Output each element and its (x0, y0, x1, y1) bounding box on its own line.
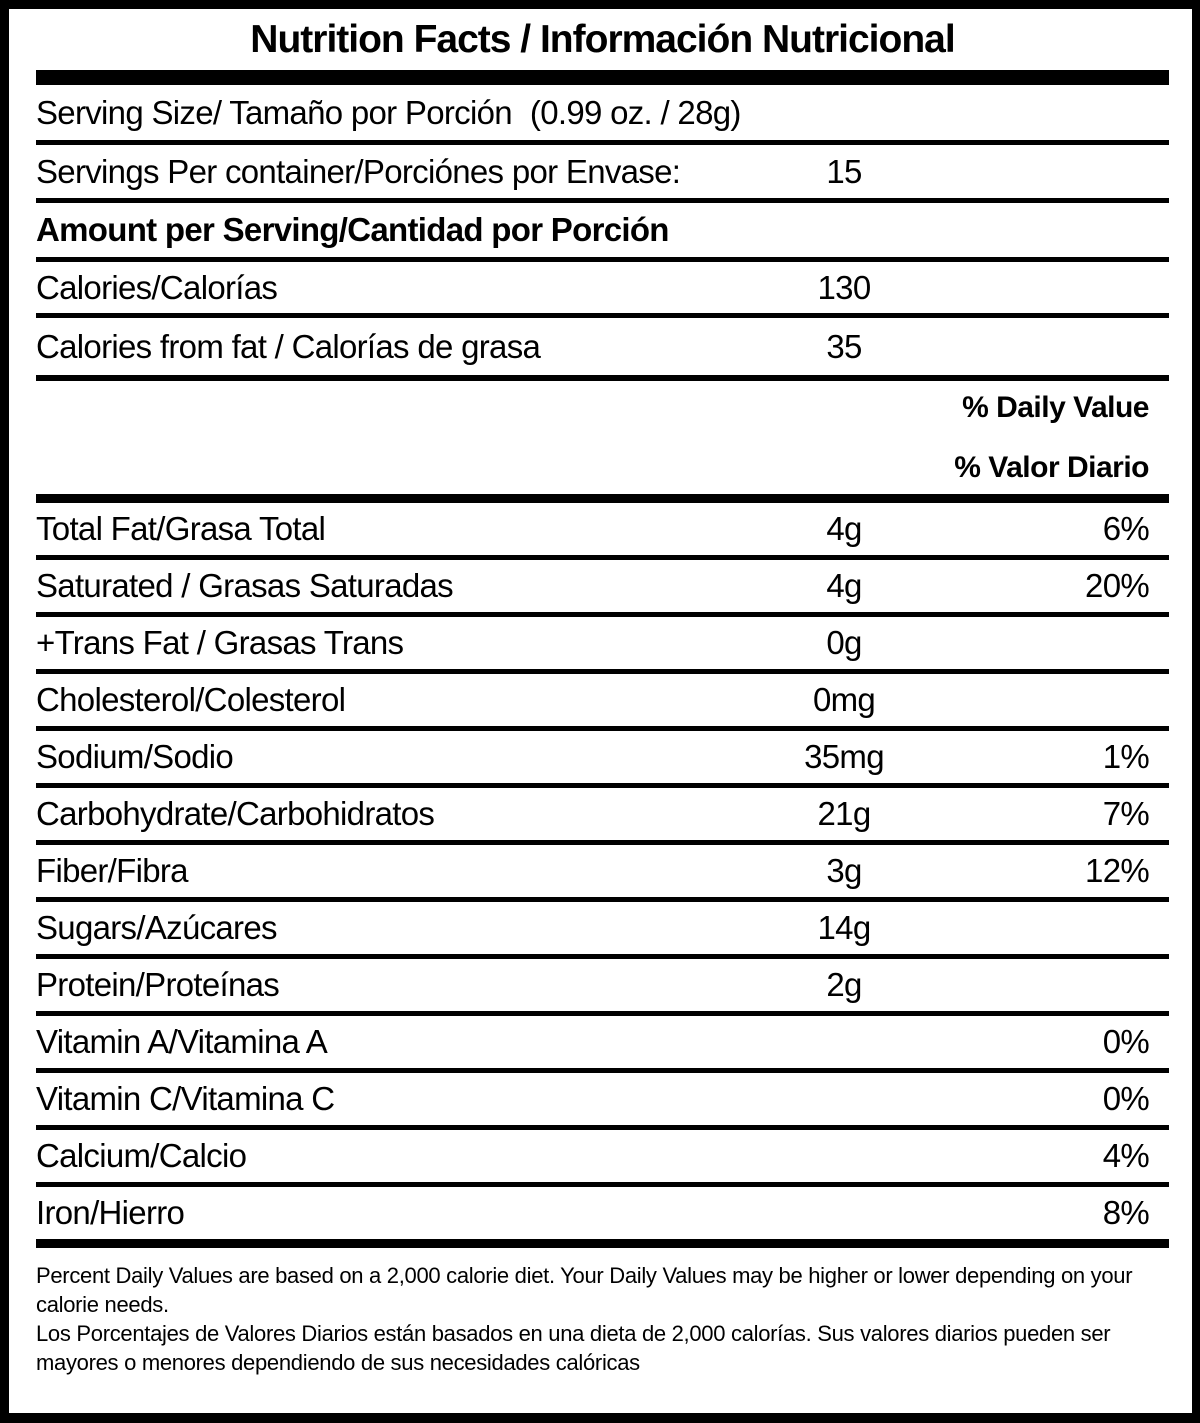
nutrient-row-total-fat: Total Fat/Grasa Total 4g 6% (36, 503, 1169, 560)
nutrient-dv: 7% (1102, 795, 1150, 832)
daily-value-header: % Daily Value % Valor Diario (36, 381, 1169, 503)
nutrient-amount: 0g (826, 624, 862, 661)
nutrient-amount: 2g (826, 966, 862, 1003)
nutrient-label: Total Fat/Grasa Total (36, 510, 326, 547)
nutrient-label: Calcium/Calcio (36, 1137, 247, 1174)
nutrient-label: Cholesterol/Colesterol (36, 681, 346, 718)
nutrient-amount: 4g (826, 510, 862, 547)
daily-value-footnote: Percent Daily Values are based on a 2,00… (36, 1248, 1169, 1413)
serving-size-value: (0.99 oz. / 28g) (529, 93, 741, 131)
footnote-english: Percent Daily Values are based on a 2,00… (36, 1263, 1133, 1317)
nutrient-label: Saturated / Grasas Saturadas (36, 567, 454, 604)
nutrient-row-trans-fat: +Trans Fat / Grasas Trans 0g (36, 617, 1169, 674)
calories-label: Calories/Calorías (36, 268, 278, 306)
servings-per-container-label: Servings Per container/Porciónes por Env… (36, 152, 681, 190)
servings-per-container-row: Servings Per container/Porciónes por Env… (36, 145, 1169, 203)
nutrient-label: Carbohydrate/Carbohidratos (36, 795, 435, 832)
nutrient-dv: 20% (1085, 567, 1150, 604)
calories-from-fat-row: Calories from fat / Calorías de grasa 35 (36, 318, 1169, 381)
footnote-spanish: Los Porcentajes de Valores Diarios están… (36, 1321, 1111, 1375)
nutrient-row-fiber: Fiber/Fibra 3g 12% (36, 845, 1169, 902)
calories-from-fat-value: 35 (826, 327, 862, 365)
nutrient-row-iron: Iron/Hierro 8% (36, 1187, 1169, 1248)
daily-value-header-en: % Daily Value (962, 390, 1149, 424)
nutrient-label: Vitamin A/Vitamina A (36, 1023, 328, 1060)
nutrient-row-cholesterol: Cholesterol/Colesterol 0mg (36, 674, 1169, 731)
calories-row: Calories/Calorías 130 (36, 262, 1169, 318)
nutrient-dv: 0% (1102, 1023, 1150, 1060)
nutrient-dv: 6% (1102, 510, 1150, 547)
nutrient-label: +Trans Fat / Grasas Trans (36, 624, 404, 661)
amount-per-serving-heading: Amount per Serving/Cantidad por Porción (36, 203, 1169, 262)
nutrient-label: Fiber/Fibra (36, 852, 189, 889)
amount-per-serving-label: Amount per Serving/Cantidad por Porción (36, 211, 669, 248)
nutrient-row-vitamin-c: Vitamin C/Vitamina C 0% (36, 1073, 1169, 1130)
serving-size-label: Serving Size/ Tamaño por Porción (36, 93, 513, 131)
nutrient-amount: 3g (826, 852, 862, 889)
nutrient-label: Iron/Hierro (36, 1194, 185, 1231)
calories-from-fat-label: Calories from fat / Calorías de grasa (36, 327, 541, 365)
nutrient-amount: 35mg (804, 738, 884, 775)
label-content: Nutrition Facts / Información Nutriciona… (36, 9, 1169, 1413)
daily-value-header-es: % Valor Diario (954, 450, 1149, 484)
calories-value: 130 (817, 268, 872, 306)
nutrient-row-protein: Protein/Proteínas 2g (36, 959, 1169, 1016)
nutrient-row-sodium: Sodium/Sodio 35mg 1% (36, 731, 1169, 788)
nutrient-dv: 1% (1102, 738, 1150, 775)
nutrient-row-calcium: Calcium/Calcio 4% (36, 1130, 1169, 1187)
nutrient-dv: 0% (1102, 1080, 1150, 1117)
nutrient-dv: 12% (1085, 852, 1150, 889)
nutrient-row-carbohydrate: Carbohydrate/Carbohidratos 21g 7% (36, 788, 1169, 845)
nutrient-label: Vitamin C/Vitamina C (36, 1080, 335, 1117)
nutrient-row-vitamin-a: Vitamin A/Vitamina A 0% (36, 1016, 1169, 1073)
nutrient-dv: 4% (1102, 1137, 1150, 1174)
nutrient-label: Sugars/Azúcares (36, 909, 277, 946)
nutrient-amount: 14g (817, 909, 872, 946)
nutrient-row-saturated-fat: Saturated / Grasas Saturadas 4g 20% (36, 560, 1169, 617)
title-divider-bar (36, 70, 1169, 85)
nutrient-label: Protein/Proteínas (36, 966, 280, 1003)
nutrient-label: Sodium/Sodio (36, 738, 234, 775)
nutrient-dv: 8% (1102, 1194, 1150, 1231)
label-title: Nutrition Facts / Información Nutriciona… (250, 17, 955, 61)
serving-size-row: Serving Size/ Tamaño por Porción (0.99 o… (36, 85, 1169, 145)
nutrient-amount: 0mg (812, 681, 876, 718)
nutrient-amount: 4g (826, 567, 862, 604)
nutrient-amount: 21g (817, 795, 872, 832)
nutrient-row-sugars: Sugars/Azúcares 14g (36, 902, 1169, 959)
servings-per-container-value: 15 (826, 152, 862, 190)
